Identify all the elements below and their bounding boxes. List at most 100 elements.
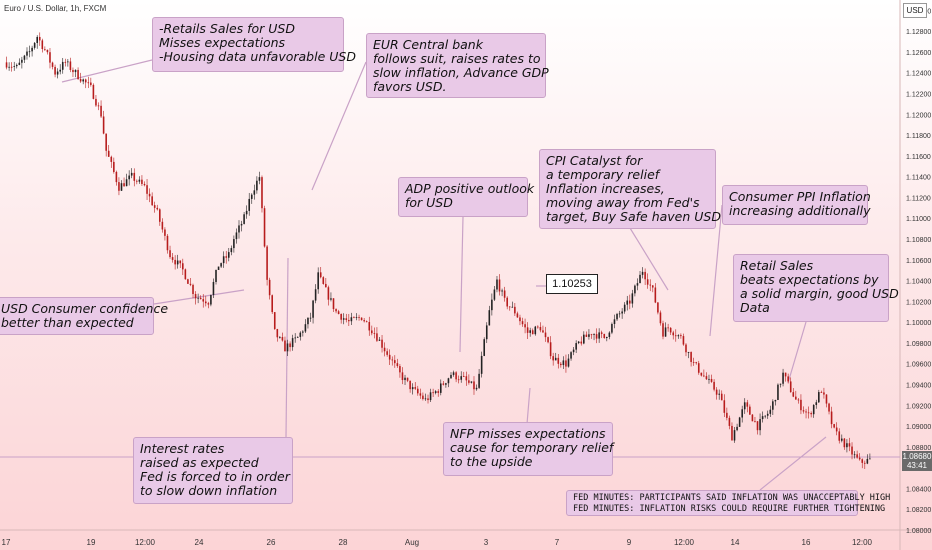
currency-badge[interactable]: USD bbox=[903, 3, 927, 18]
callout-retail-sales-1[interactable]: -Retails Sales for USD Misses expectatio… bbox=[152, 17, 356, 72]
candle-body bbox=[378, 339, 381, 341]
candle-body bbox=[422, 395, 424, 399]
price-tick-label: 1.10600 bbox=[906, 258, 931, 265]
candle-body bbox=[516, 313, 519, 318]
candle-body bbox=[585, 334, 588, 337]
candle-body bbox=[537, 326, 539, 328]
candle-body bbox=[317, 272, 319, 290]
candle-body bbox=[113, 161, 115, 172]
candle-body bbox=[818, 392, 820, 403]
callout-line: to the upside bbox=[450, 454, 533, 469]
candle-body bbox=[332, 298, 335, 310]
callout-nfp[interactable]: NFP misses expectations cause for tempor… bbox=[443, 422, 613, 476]
time-tick-label: 17 bbox=[2, 538, 11, 547]
candle-body bbox=[508, 306, 511, 308]
price-tick-label: 1.10800 bbox=[906, 237, 931, 244]
candle-body bbox=[368, 322, 371, 331]
candle-body bbox=[44, 49, 46, 50]
price-label-box[interactable]: 1.10253 bbox=[546, 274, 598, 294]
candle-body bbox=[810, 413, 812, 415]
candle-body bbox=[159, 209, 161, 222]
leader-eur-central-bank bbox=[311, 61, 367, 191]
candle-body bbox=[478, 373, 480, 388]
candle-body bbox=[427, 398, 429, 401]
candle-body bbox=[835, 427, 838, 432]
candle-body bbox=[531, 330, 534, 335]
candle-body bbox=[460, 376, 463, 380]
candle-body bbox=[830, 411, 833, 425]
candle-body bbox=[639, 274, 641, 284]
candle-body bbox=[491, 299, 493, 311]
callout-adp[interactable]: ADP positive outlook for USD bbox=[398, 177, 534, 217]
callout-cpi[interactable]: CPI Catalyst for a temporary relief Infl… bbox=[539, 149, 728, 229]
price-tick-label: 1.09600 bbox=[906, 362, 931, 369]
price-tick-label: 1.08800 bbox=[906, 445, 931, 452]
price-tick-label: 1.09000 bbox=[906, 424, 931, 431]
candle-body bbox=[33, 42, 36, 48]
callout-line: Misses expectations bbox=[159, 35, 286, 50]
candle-body bbox=[851, 446, 853, 455]
candle-body bbox=[600, 332, 603, 334]
candle-body bbox=[176, 260, 179, 265]
callout-ppi[interactable]: Consumer PPI Inflation increasing additi… bbox=[722, 185, 871, 225]
candle-body bbox=[279, 337, 281, 338]
candle-body bbox=[687, 352, 690, 353]
candle-body bbox=[171, 257, 174, 260]
candle-body bbox=[713, 381, 715, 390]
candle-body bbox=[41, 40, 44, 50]
candle-body bbox=[869, 458, 871, 460]
candle-body bbox=[100, 105, 102, 117]
candle-body bbox=[452, 372, 455, 375]
candle-body bbox=[789, 381, 792, 393]
time-axis: 17 19 12:00 24 26 28 Aug 3 7 9 12:00 14 16 12:00 bbox=[2, 538, 873, 547]
candle-body bbox=[544, 332, 547, 338]
candle-body bbox=[457, 379, 460, 381]
candle-body bbox=[866, 458, 869, 464]
callout-eur-central-bank[interactable]: EUR Central bank follows suit, raises ra… bbox=[366, 33, 549, 98]
callout-line: to slow down inflation bbox=[140, 483, 278, 498]
callout-line: USD Consumer confidence bbox=[1, 301, 169, 316]
candle-body bbox=[519, 317, 521, 322]
candle-body bbox=[199, 297, 202, 300]
candle-body bbox=[723, 400, 726, 413]
candle-body bbox=[667, 327, 669, 329]
candle-body bbox=[217, 266, 220, 270]
candle-body bbox=[756, 421, 759, 431]
candle-body bbox=[565, 360, 567, 367]
candle-body bbox=[644, 271, 646, 280]
candle-body bbox=[296, 336, 299, 338]
candle-body bbox=[636, 283, 639, 286]
callout-line: FED MINUTES: PARTICIPANTS SAID INFLATION… bbox=[573, 493, 891, 503]
candle-body bbox=[570, 352, 572, 359]
candle-body bbox=[503, 290, 506, 298]
candle-body bbox=[439, 383, 442, 393]
candle-body bbox=[141, 179, 143, 184]
candle-body bbox=[345, 318, 348, 320]
candle-body bbox=[182, 263, 184, 270]
candle-body bbox=[365, 321, 368, 323]
candle-body bbox=[243, 214, 245, 224]
candle-body bbox=[79, 79, 82, 82]
candle-body bbox=[120, 183, 123, 191]
candle-body bbox=[557, 357, 560, 364]
candle-body bbox=[743, 402, 746, 410]
callout-consumer-confidence[interactable]: USD Consumer confidence better than expe… bbox=[0, 297, 169, 335]
callout-retail-sales-2[interactable]: Retail Sales beats expectations by a sol… bbox=[733, 254, 899, 322]
candle-body bbox=[618, 313, 621, 315]
candle-body bbox=[524, 324, 526, 328]
time-tick-label: 12:00 bbox=[135, 538, 156, 547]
candle-body bbox=[825, 394, 828, 404]
candle-body bbox=[784, 372, 787, 377]
candle-body bbox=[549, 342, 552, 357]
candle-body bbox=[590, 334, 593, 336]
callout-fed-minutes[interactable]: FED MINUTES: PARTICIPANTS SAID INFLATION… bbox=[566, 490, 891, 516]
candle-body bbox=[220, 263, 222, 267]
candle-body bbox=[580, 341, 583, 344]
candle-body bbox=[54, 66, 56, 75]
candle-body bbox=[95, 98, 97, 106]
price-tick-label: 1.11600 bbox=[906, 154, 931, 161]
candle-body bbox=[309, 317, 312, 319]
candle-body bbox=[401, 372, 404, 381]
callout-interest-rates[interactable]: Interest rates raised as expected Fed is… bbox=[133, 437, 293, 504]
